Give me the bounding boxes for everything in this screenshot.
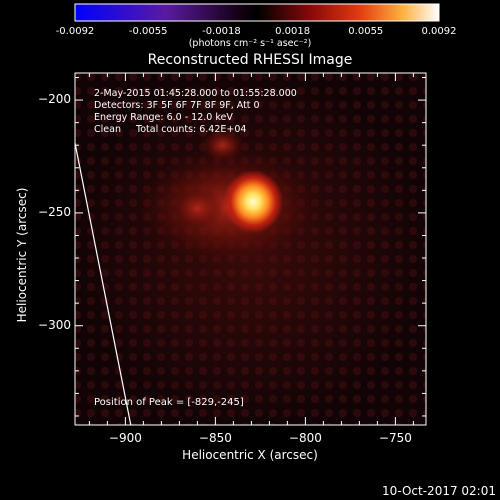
colorbar <box>74 3 440 22</box>
peak-position: Position of Peak = [-829,-245] <box>94 397 244 408</box>
energy-range: Energy Range: 6.0 - 12.0 keV <box>94 112 233 123</box>
clean-total-counts: Clean Total counts: 6.42E+04 <box>94 124 247 135</box>
x-tick-label: −900 <box>108 431 142 445</box>
x-tick-label: −750 <box>378 431 412 445</box>
chart-title: Reconstructed RHESSI Image <box>147 52 353 68</box>
time-range: 2-May-2015 01:45:28.000 to 01:55:28.000 <box>94 88 297 99</box>
plot-frame <box>74 72 427 426</box>
colorbar-tick-label: -0.0018 <box>202 26 241 37</box>
x-axis-label: Heliocentric X (arcsec) <box>182 448 318 462</box>
detectors-info: Detectors: 3F 5F 6F 7F 8F 9F, Att 0 <box>94 100 260 111</box>
peak-source <box>223 170 284 234</box>
colorbar-tick-label: -0.0055 <box>128 26 168 37</box>
colorbar-units: (photons cm⁻² s⁻¹ asec⁻²) <box>188 38 312 49</box>
y-tick-label: −250 <box>38 204 71 219</box>
y-tick-label: −300 <box>38 317 71 332</box>
colorbar-tick-label: 0.0018 <box>275 26 311 37</box>
x-tick-label: −800 <box>288 431 322 445</box>
colorbar-tick-label: 0.0092 <box>421 26 457 37</box>
x-tick-label: −850 <box>198 431 232 445</box>
secondary-source <box>171 187 224 230</box>
y-tick-label: −200 <box>38 92 71 107</box>
secondary-source <box>199 126 246 164</box>
y-axis-label: Heliocentric Y (arcsec) <box>15 187 29 323</box>
solar-limb-line <box>74 142 132 426</box>
timestamp: 10-Oct-2017 02:01 <box>382 484 496 498</box>
colorbar-tick-label: -0.0092 <box>55 26 95 37</box>
heatmap-image <box>75 73 426 425</box>
colorbar-tick-label: 0.0055 <box>348 26 384 37</box>
